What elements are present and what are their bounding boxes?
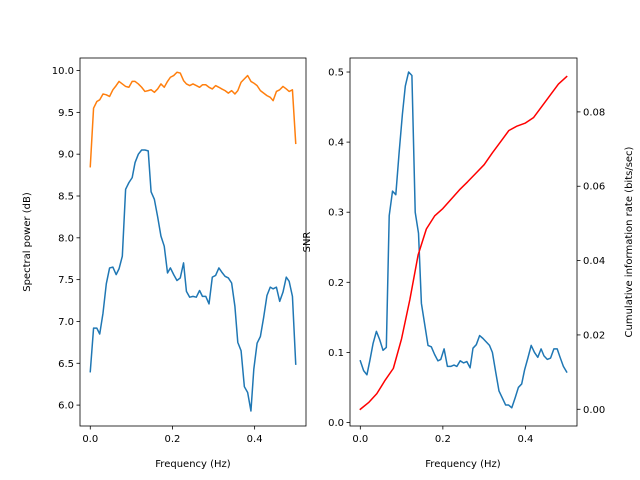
info-rate-y-tick-label: 0.00 bbox=[583, 405, 605, 416]
spectral-power-y-axis-label: Spectral power (dB) bbox=[22, 192, 33, 292]
spectral-power-y-tick-label: 9.5 bbox=[58, 108, 74, 119]
snr-series-1-line bbox=[359, 75, 568, 411]
snr-x-tick-label: 0.0 bbox=[352, 434, 368, 445]
snr-x-axis-label: Frequency (Hz) bbox=[425, 459, 501, 470]
snr-y-tick-label: 0.1 bbox=[328, 348, 344, 359]
spectral-power-series-0-line bbox=[89, 149, 297, 412]
info-rate-y-tick-label: 0.04 bbox=[583, 256, 605, 267]
spectral-power-y-tick-label: 8.0 bbox=[58, 233, 74, 244]
spectral-power-y-tick-label: 8.5 bbox=[58, 192, 74, 203]
spectral-power-y-tick-label: 7.0 bbox=[58, 317, 74, 328]
snr-axes-frame bbox=[349, 57, 578, 427]
info-rate-y-tick-label: 0.02 bbox=[583, 330, 605, 341]
snr-y-tick-label: 0.3 bbox=[328, 208, 344, 219]
info-rate-y-axis-label: Cumulative information rate (bits/sec) bbox=[624, 146, 635, 337]
spectral-power-series bbox=[89, 71, 297, 412]
info-rate-y-tick-label: 0.06 bbox=[583, 182, 605, 193]
info-rate-y-ticks: 0.00 0.02 0.04 0.06 0.08 bbox=[577, 107, 605, 416]
spectral-power-x-tick-label: 0.4 bbox=[247, 434, 263, 445]
spectral-power-x-ticks: 0.0 0.2 0.4 bbox=[82, 426, 263, 445]
snr-panel: 0.0 0.2 0.4 0.00.10.20.30.40.5 0.000.020.0… bbox=[302, 57, 635, 470]
snr-series-0-line bbox=[359, 71, 568, 409]
snr-x-tick-label: 0.4 bbox=[517, 434, 533, 445]
spectral-power-y-ticks: 6.0 6.5 7.0 7.5 8.0 8.5 9.0 9.5 10.0 bbox=[52, 66, 80, 412]
snr-y-tick-label: 0.5 bbox=[328, 68, 344, 79]
snr-y-tick-label: 0.0 bbox=[328, 418, 344, 429]
snr-y-axis-label: SNR bbox=[302, 232, 313, 253]
spectral-power-x-tick-label: 0.2 bbox=[165, 434, 181, 445]
snr-x-ticks: 0.0 0.2 0.4 bbox=[352, 426, 533, 445]
spectral-power-y-tick-label: 7.5 bbox=[58, 275, 74, 286]
spectral-power-axes-frame bbox=[79, 57, 307, 427]
spectral-power-panel: 0.0 0.2 0.4 6.0 6.5 7.0 7.5 8.0 8.5 9.0 9.5 10.0 F… bbox=[22, 57, 307, 470]
info-rate-y-tick-label: 0.08 bbox=[583, 107, 605, 118]
spectral-power-y-tick-label: 6.5 bbox=[58, 359, 74, 370]
spectral-power-y-tick-label: 6.0 bbox=[58, 401, 74, 412]
spectral-power-x-axis-label: Frequency (Hz) bbox=[155, 459, 231, 470]
snr-y-tick-label: 0.4 bbox=[328, 138, 344, 149]
spectral-power-x-tick-label: 0.0 bbox=[82, 434, 98, 445]
snr-x-tick-label: 0.2 bbox=[435, 434, 451, 445]
snr-y-tick-label: 0.2 bbox=[328, 278, 344, 289]
snr-y-ticks: 0.0 0.1 0.2 0.3 0.4 0.5 bbox=[328, 68, 350, 429]
spectral-power-series-1-line bbox=[89, 71, 297, 168]
spectral-power-y-tick-label: 9.0 bbox=[58, 150, 74, 161]
spectral-power-y-tick-label: 10.0 bbox=[52, 66, 74, 77]
snr-series bbox=[359, 71, 568, 411]
